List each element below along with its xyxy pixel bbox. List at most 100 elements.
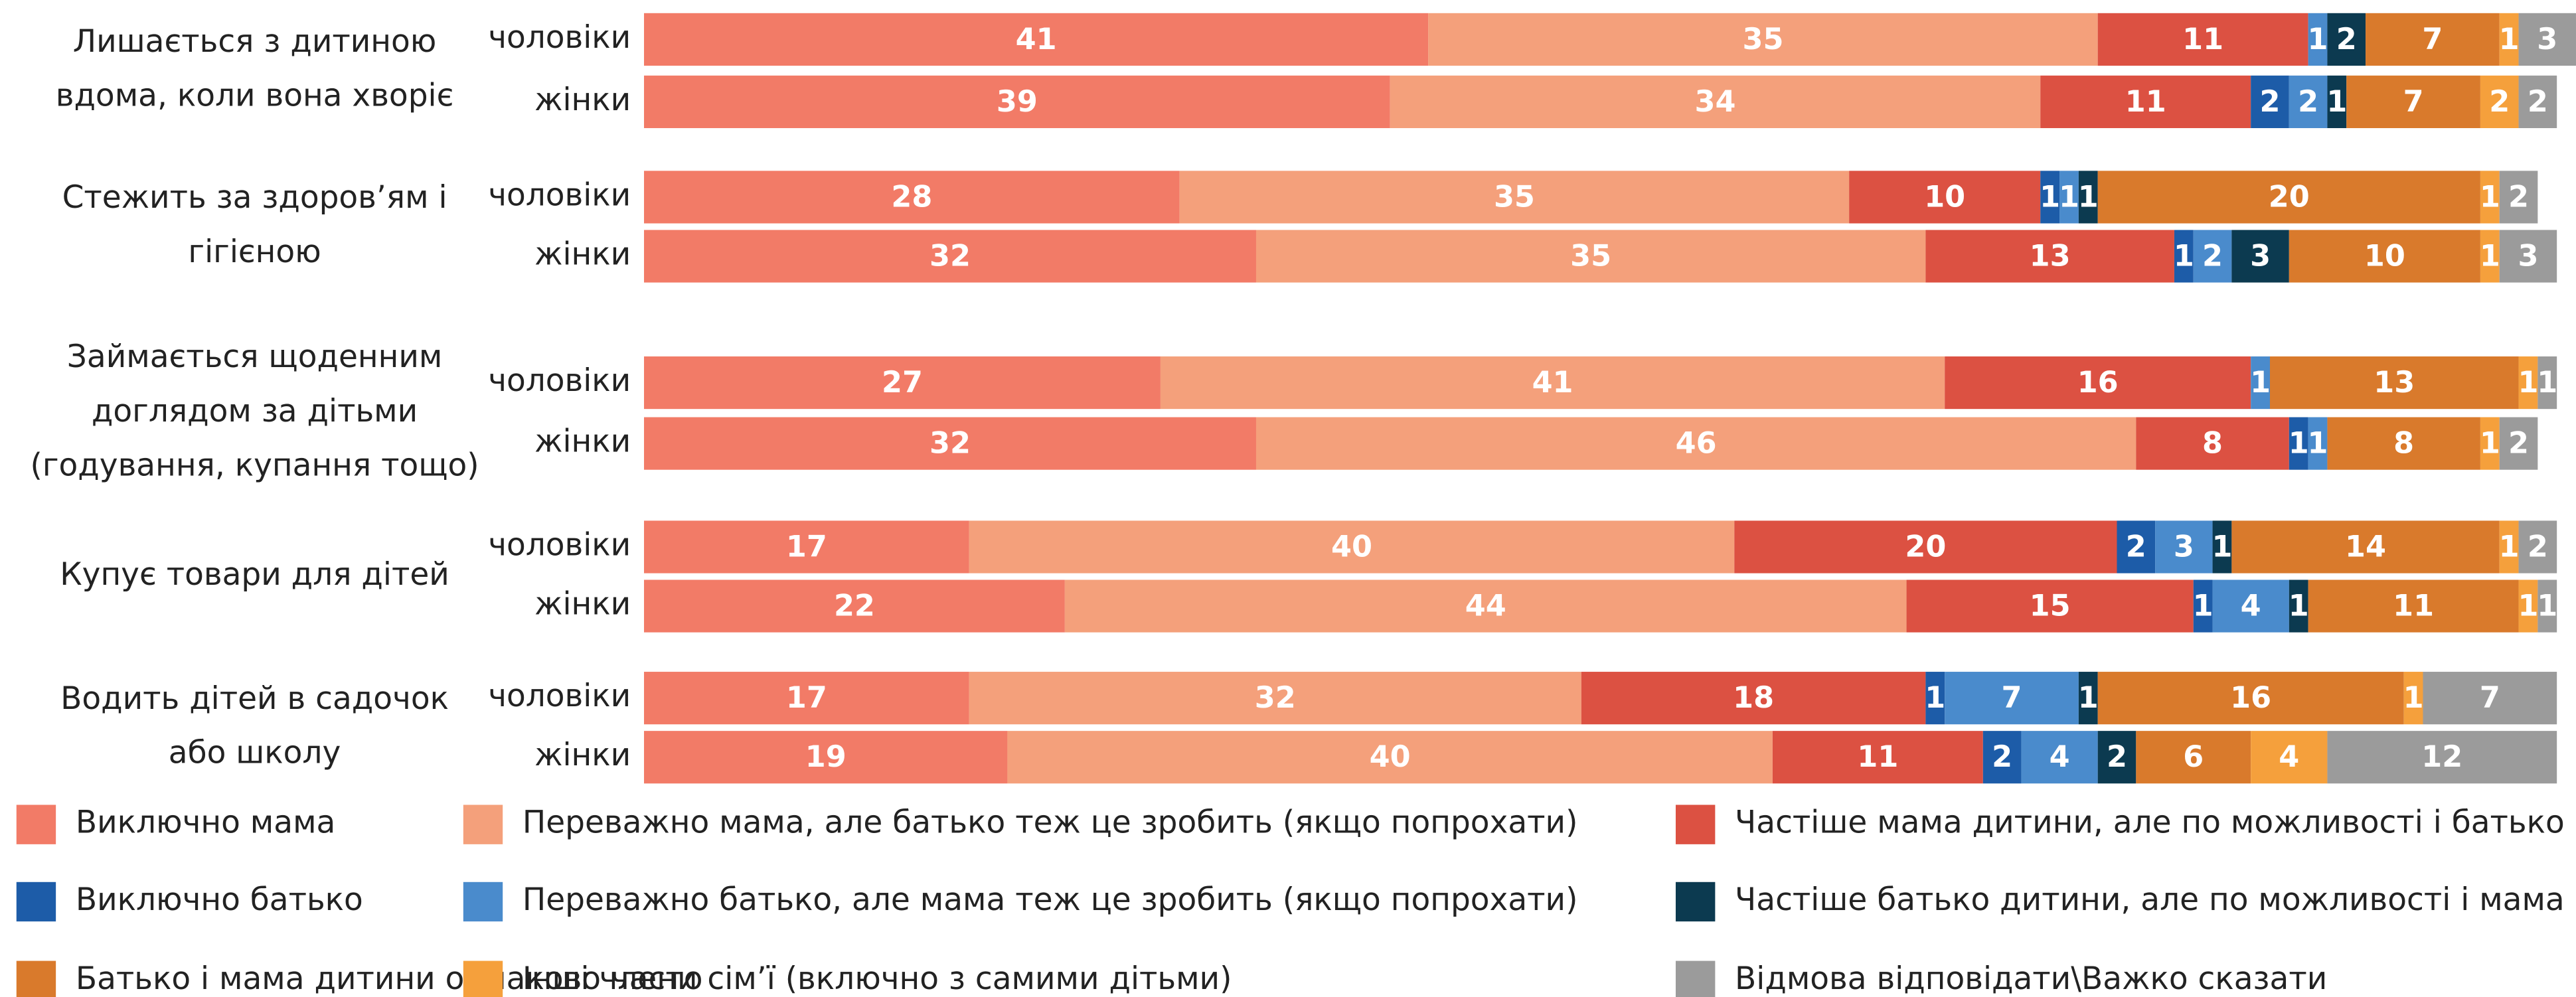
bar-segment [2193,230,2232,283]
data-label: 1 [2480,179,2500,214]
data-label: 1 [2499,22,2520,56]
bar-segment [644,75,1390,129]
data-label: 40 [1370,739,1411,774]
bar-segment [1982,731,2022,784]
bar-label: жінки [534,737,631,773]
bar-segment [2346,75,2480,129]
legend-label: Відмова відповідати\Важко сказати [1735,960,2327,997]
data-label: 1 [2499,529,2520,564]
bar-segment [2327,731,2557,784]
bar-segment [1390,75,2041,129]
legend-label: Виключно мама [76,805,336,841]
bar-segment [2212,579,2289,633]
bar-segment [2078,171,2098,224]
data-label: 11 [1857,739,1898,774]
data-label: 11 [2182,22,2223,56]
legend-label: Переважно батько, але мама теж це зробит… [523,882,1578,918]
data-label: 10 [2364,238,2405,273]
data-label: 4 [2241,589,2261,623]
data-label: 6 [2183,739,2204,774]
group-label: Лишається з дитиною [73,23,437,60]
bar-segment [1428,13,2098,66]
bar-segment [2499,417,2538,470]
bar-segment [644,579,1065,633]
data-label: 8 [2202,426,2223,461]
bar-segment [644,171,1180,224]
bar-segment [1160,356,1945,410]
bar-segment [2480,417,2500,470]
bar-segment [2155,520,2213,574]
bar-segment [1734,520,2117,574]
bar-segment [2499,230,2557,283]
bar-segment [2231,520,2500,574]
data-label: 1 [2250,365,2271,400]
data-label: 8 [2393,426,2414,461]
bar-segment [2327,417,2480,470]
data-label: 4 [2050,739,2070,774]
data-label: 1 [2403,680,2424,715]
bar-segment [1581,672,1926,725]
bar-segment [2117,520,2156,574]
data-label: 1 [2537,589,2557,623]
data-label: 11 [2125,84,2166,119]
data-label: 18 [1733,680,1774,715]
data-label: 1 [2078,680,2099,715]
data-label: 4 [2279,739,2299,774]
bar-segment [644,520,969,574]
data-label: 17 [786,529,827,564]
legend-swatch [1675,805,1716,844]
data-label: 2 [2508,179,2529,214]
data-label: 39 [997,84,1038,119]
bar-segment [2251,731,2328,784]
data-label: 20 [2269,179,2310,214]
bar-segment [2518,13,2576,66]
legend-swatch [16,882,56,922]
data-label: 1 [2518,365,2538,400]
data-label: 13 [2374,365,2415,400]
data-label: 14 [2345,529,2386,564]
bar-segment [2423,672,2557,725]
bar-segment [644,672,969,725]
data-label: 2 [2528,529,2548,564]
bar-segment [2480,75,2519,129]
legend-swatch [16,960,56,997]
legend-swatch [16,805,56,844]
bar-segment [2174,230,2194,283]
data-label: 3 [2174,529,2194,564]
bar-segment [1906,579,2194,633]
bar-segment [2499,520,2519,574]
bar-segment [2097,731,2136,784]
data-label: 7 [2480,680,2500,715]
data-label: 11 [2393,589,2434,623]
legend-swatch [463,882,503,922]
bar-segment [2040,171,2060,224]
bar-segment [1925,672,1945,725]
bar-segment [2499,13,2519,66]
bar-label: чоловіки [488,526,631,563]
data-label: 2 [2202,238,2223,273]
bar-label: жінки [534,236,631,273]
bar-segment [2136,417,2289,470]
bar-segment [2097,13,2308,66]
data-label: 16 [2230,680,2271,715]
group-label: Стежить за здоров’ям і [62,179,447,216]
data-label: 1 [2289,426,2309,461]
bar-segment [644,731,1008,784]
bar-segment [2403,672,2423,725]
data-label: 16 [2077,365,2119,400]
bar-segment [2289,579,2308,633]
data-label: 35 [1742,22,1783,56]
bar-label: чоловіки [488,362,631,399]
bar-segment [2537,579,2557,633]
bar-segment [2021,731,2098,784]
bar-segment [2040,75,2251,129]
bar-label: чоловіки [488,177,631,213]
bar-segment [2289,230,2480,283]
group-label: (годування, купання тощо) [31,447,479,483]
data-label: 41 [1532,365,1573,400]
bar-segment [2212,520,2232,574]
bar-segment [1064,579,1907,633]
bar-segment [1255,230,1926,283]
data-label: 2 [2259,84,2280,119]
data-label: 34 [1694,84,1735,119]
